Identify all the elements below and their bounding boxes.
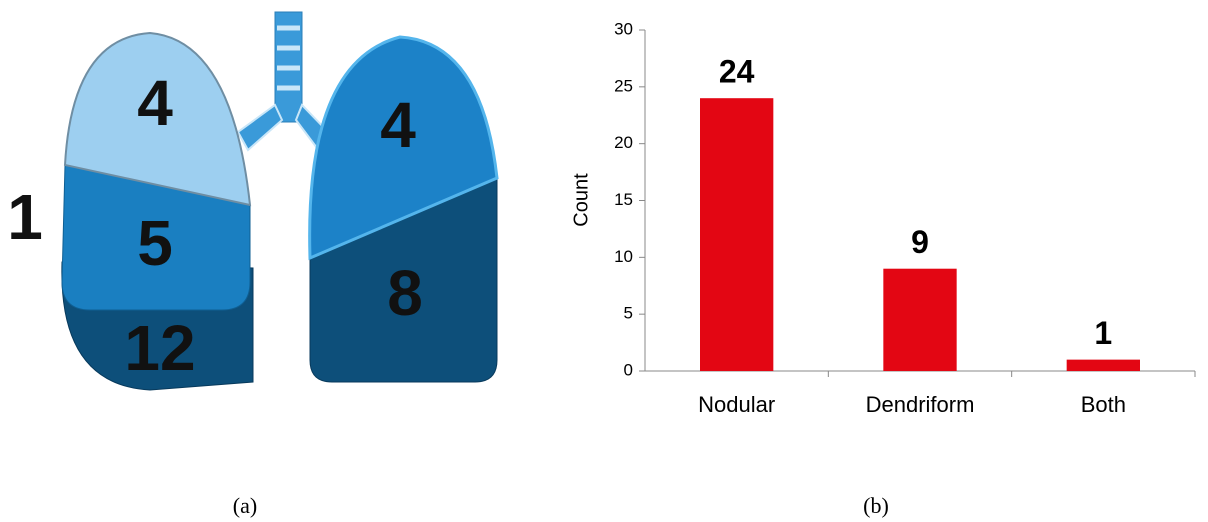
bar (700, 98, 774, 371)
y-tick-label: 30 (614, 19, 633, 38)
trachea-rings (277, 25, 300, 91)
value-label: 24 (719, 54, 755, 90)
y-axis-label: Count (570, 173, 592, 227)
lobe-count: 4 (380, 89, 416, 161)
x-tick-label: Dendriform (866, 392, 975, 417)
y-tick-label: 20 (614, 133, 633, 152)
left-upper-lobe (308, 35, 499, 261)
y-tick-label: 15 (614, 190, 633, 209)
bar (883, 268, 957, 371)
caption: (a) (233, 493, 257, 518)
caption: (b) (863, 493, 889, 518)
x-tick-label: Both (1081, 392, 1126, 417)
lobe-count: 12 (124, 312, 195, 384)
lobe-count: 5 (137, 207, 173, 279)
lobe-count: 8 (387, 257, 423, 329)
lobe-count: 4 (137, 67, 173, 139)
y-tick-label: 5 (624, 304, 633, 323)
left-lower-lobe (309, 177, 498, 383)
upper-lobe (63, 31, 252, 207)
value-label: 1 (1094, 315, 1112, 351)
lobe-count: 1 (7, 181, 43, 253)
bar (1066, 359, 1140, 371)
lung-diagram: 4 5 12 1 4 8 (7, 11, 499, 391)
y-tick-label: 25 (614, 76, 633, 95)
bronchus-left (236, 103, 284, 152)
y-tick-label: 0 (624, 360, 633, 379)
value-label: 9 (911, 224, 929, 260)
y-tick-label: 10 (614, 247, 633, 266)
x-tick-label: Nodular (698, 392, 775, 417)
middle-lobe (61, 164, 251, 311)
